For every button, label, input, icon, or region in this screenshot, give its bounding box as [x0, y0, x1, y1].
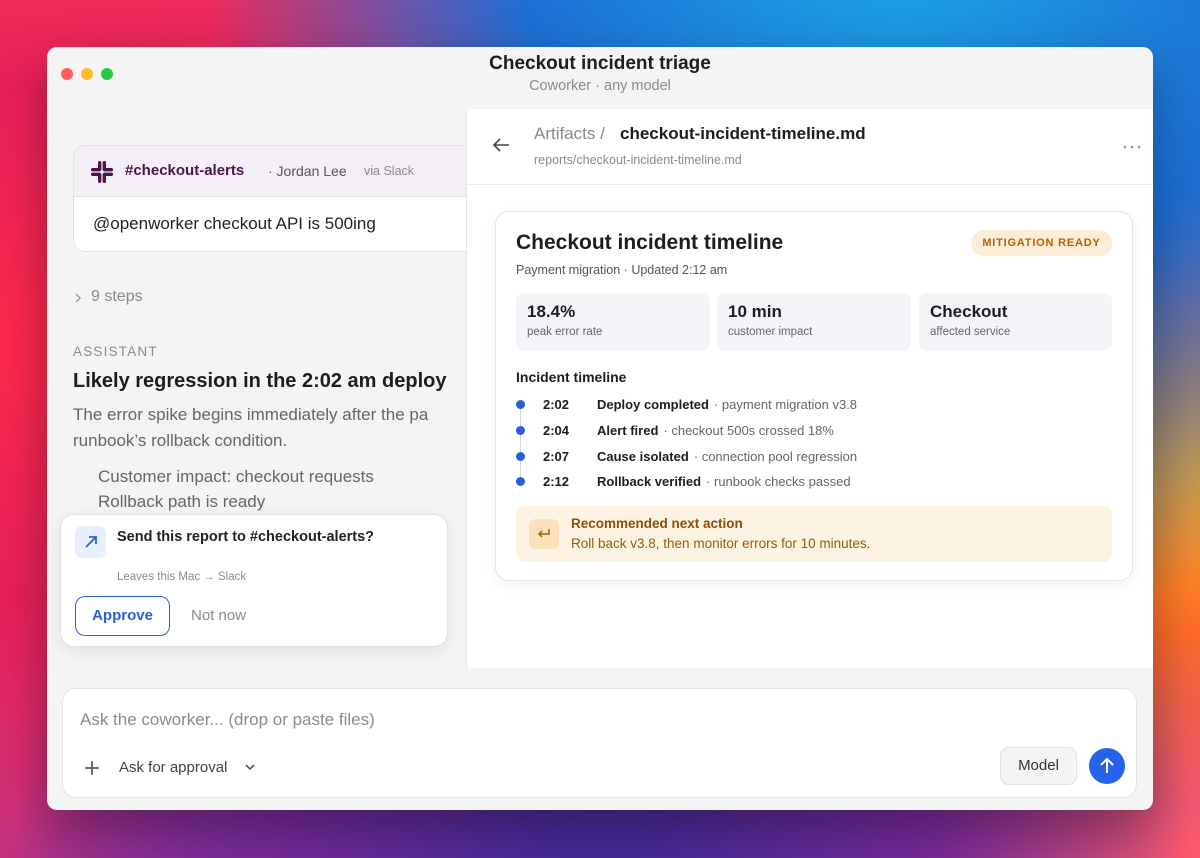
composer: Ask the coworker... (drop or paste files… — [62, 688, 1137, 798]
event-title: Alert fired — [597, 423, 659, 438]
approval-card: Send this report to #checkout-alerts? Le… — [60, 514, 448, 647]
file-path: reports/checkout-incident-timeline.md — [534, 153, 742, 167]
breadcrumb[interactable]: Artifacts / — [534, 124, 605, 143]
event-detail: · runbook checks passed — [706, 474, 851, 489]
artifact-panel: Artifacts / checkout-incident-timeline.m… — [466, 109, 1153, 668]
event-row: Rollback verified · runbook checks passed — [597, 474, 851, 489]
app-window: Checkout incident triage Coworker · any … — [47, 47, 1153, 810]
approval-mode[interactable]: Ask for approval — [119, 759, 228, 776]
stat-box: 10 min customer impact — [717, 293, 911, 351]
stat-box: 18.4% peak error rate — [516, 293, 710, 351]
recommendation: Recommended next action Roll back v3.8, … — [516, 506, 1112, 562]
stat-value: Checkout — [930, 302, 1008, 321]
model-button[interactable]: Model — [1000, 747, 1077, 785]
event-time: 2:04 — [543, 423, 570, 438]
recommendation-title: Recommended next action — [571, 516, 743, 531]
prompt-input[interactable]: Ask the coworker... (drop or paste files… — [80, 710, 375, 729]
timeline-card: Checkout incident timeline MITIGATION RE… — [495, 211, 1133, 581]
timeline-dot — [516, 477, 525, 486]
message-card: #checkout-alerts · Jordan Lee via Slack … — [73, 145, 493, 252]
message-header — [74, 146, 492, 197]
steps-toggle[interactable]: 9 steps — [91, 288, 143, 305]
slack-icon — [91, 161, 113, 183]
timeline-dot — [516, 452, 525, 461]
minimize-button[interactable] — [81, 68, 93, 80]
expand-chevron[interactable] — [73, 292, 83, 304]
recommendation-text: Roll back v3.8, then monitor errors for … — [571, 536, 871, 551]
back-arrow[interactable] — [491, 137, 511, 153]
file-name: checkout-incident-timeline.md — [620, 124, 866, 143]
stat-label: affected service — [930, 326, 1011, 338]
stat-box: Checkout affected service — [919, 293, 1112, 351]
bullet-text: Customer impact: checkout requests — [98, 467, 374, 486]
event-detail: · checkout 500s crossed 18% — [663, 423, 834, 438]
status-badge: MITIGATION READY — [971, 230, 1112, 256]
more-menu[interactable] — [1123, 145, 1143, 149]
event-detail: · payment migration v3.8 — [713, 397, 858, 412]
message-source: via Slack — [364, 164, 415, 178]
event-row: Deploy completed · payment migration v3.8 — [597, 397, 857, 412]
card-meta: Payment migration · Updated 2:12 am — [516, 263, 728, 277]
response-text: runbook’s rollback condition. — [73, 431, 288, 450]
divider — [467, 184, 1153, 185]
card-title: Checkout incident timeline — [516, 231, 784, 254]
event-row: Cause isolated · connection pool regressi… — [597, 449, 857, 464]
response-text: The error spike begins immediately after… — [73, 405, 429, 424]
channel-name: #checkout-alerts — [125, 162, 245, 179]
window-title: Checkout incident triage — [489, 53, 711, 74]
attach-button[interactable] — [85, 761, 99, 775]
stat-label: peak error rate — [527, 326, 603, 338]
event-detail: · connection pool regression — [693, 449, 858, 464]
dismiss-button[interactable]: Not now — [191, 607, 247, 624]
close-button[interactable] — [61, 68, 73, 80]
mode-chevron[interactable] — [244, 763, 256, 771]
stat-value: 10 min — [728, 302, 782, 321]
event-time: 2:02 — [543, 397, 570, 412]
message-author: · Jordan Lee — [268, 163, 347, 179]
event-time: 2:07 — [543, 449, 570, 464]
timeline-dot — [516, 426, 525, 435]
send-icon — [85, 536, 97, 548]
event-title: Rollback verified — [597, 474, 702, 489]
approval-title: Send this report to #checkout-alerts? — [117, 529, 375, 545]
timeline-title: Incident timeline — [516, 369, 627, 385]
return-icon — [537, 529, 550, 538]
response-heading: Likely regression in the 2:02 am deploy — [73, 370, 447, 392]
bullet-text: Rollback path is ready — [98, 492, 266, 511]
approve-button[interactable]: Approve — [75, 596, 170, 636]
send-button[interactable] — [1089, 748, 1125, 784]
timeline-dot — [516, 400, 525, 409]
event-title: Cause isolated — [597, 449, 689, 464]
timeline-line — [520, 407, 521, 484]
stat-value: 18.4% — [527, 302, 576, 321]
stat-label: customer impact — [728, 326, 813, 338]
message-text: @openworker checkout API is 500ing — [93, 214, 376, 233]
approval-note: Leaves this Mac → Slack — [117, 571, 247, 583]
window-subtitle: Coworker · any model — [529, 78, 671, 94]
role-label: ASSISTANT — [73, 344, 158, 359]
event-title: Deploy completed — [597, 397, 709, 412]
event-time: 2:12 — [543, 474, 570, 489]
zoom-button[interactable] — [101, 68, 113, 80]
event-row: Alert fired · checkout 500s crossed 18% — [597, 423, 834, 438]
